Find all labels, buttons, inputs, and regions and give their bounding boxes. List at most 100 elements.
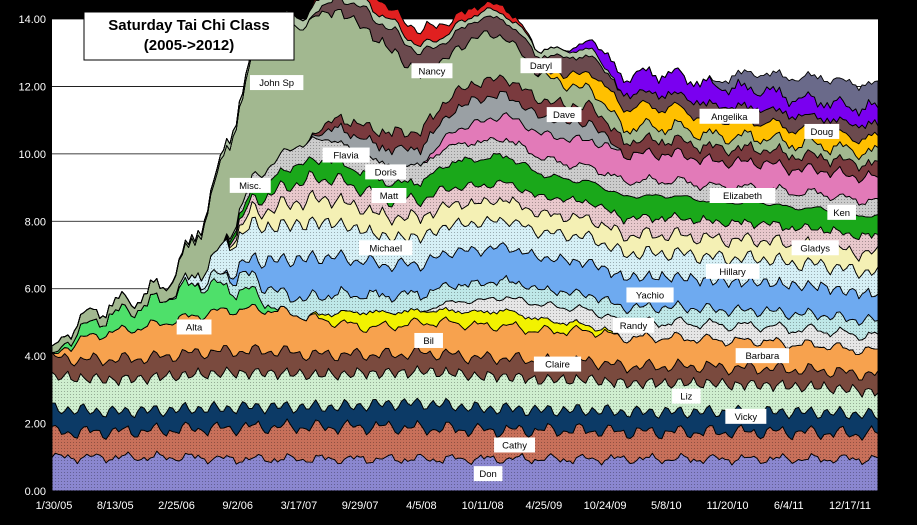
x-tick-label: 4/25/09 (525, 500, 562, 512)
label-text: Misc. (239, 181, 261, 192)
series-label: Michael (359, 240, 413, 256)
label-text: Liz (680, 392, 692, 403)
series-label: Vicky (725, 408, 767, 424)
series-label: Cathy (494, 437, 536, 453)
label-text: Ken (833, 208, 850, 219)
label-text: Alta (186, 322, 203, 333)
chart-title: Saturday Tai Chi Class (108, 17, 269, 34)
label-box (520, 58, 562, 74)
x-tick-label: 10/24/09 (584, 500, 627, 512)
series-label: Claire (533, 356, 582, 372)
label-box (735, 348, 790, 364)
y-tick-label: 0.00 (25, 486, 46, 498)
label-text: Randy (620, 321, 648, 332)
label-text: Doug (810, 127, 833, 138)
label-box (414, 332, 443, 348)
series-label: Elizabeth (709, 188, 776, 203)
label-text: Angelika (711, 112, 748, 123)
label-box (494, 437, 536, 453)
series-label: Barbara (735, 348, 790, 364)
x-tick-label: 10/11/08 (462, 500, 504, 512)
label-text: Barbara (745, 351, 780, 362)
series-label: Don (473, 466, 503, 482)
series-label: Matt (371, 188, 407, 203)
area-fill (51, 0, 879, 347)
x-tick-label: 8/13/05 (97, 500, 134, 512)
x-tick-label: 6/4/11 (774, 500, 804, 512)
label-box (411, 63, 453, 79)
y-tick-label: 2.00 (25, 419, 46, 431)
label-box (613, 317, 655, 333)
label-text: Matt (380, 191, 399, 202)
series-label: Liz (672, 388, 701, 404)
area-series-cathy (51, 418, 879, 466)
label-text: Elizabeth (723, 191, 762, 202)
label-box (709, 188, 776, 203)
series-label: Doris (365, 164, 407, 180)
label-text: Doris (375, 167, 397, 178)
series-areas (51, 0, 879, 492)
series-label: Randy (613, 317, 655, 333)
label-box (249, 75, 304, 91)
series-label: Yachio (626, 287, 674, 303)
series-label: Hillary (705, 263, 760, 279)
label-box (229, 177, 271, 193)
label-text: Bil (423, 336, 434, 347)
y-tick-label: 4.00 (25, 351, 46, 363)
label-text: Hillary (719, 267, 746, 278)
area-texture (52, 418, 878, 465)
label-text: Daryl (530, 61, 552, 72)
label-box (725, 408, 767, 424)
y-tick-label: 10.00 (18, 149, 46, 161)
area-texture (52, 216, 878, 353)
series-label: Nancy (411, 63, 453, 79)
x-axis-ticks: 1/30/05 8/13/05 2/25/06 9/2/06 3/17/07 9/29/0… (36, 500, 871, 512)
y-axis-ticks: 0.00 2.00 4.00 6.00 8.00 10.00 12.00 14.00 (18, 14, 46, 498)
y-tick-label: 6.00 (25, 284, 46, 296)
label-text: Yachio (636, 290, 664, 301)
series-label: Flavia (322, 147, 370, 163)
x-tick-label: 12/17/11 (829, 500, 871, 512)
x-tick-label: 3/17/07 (281, 500, 318, 512)
x-tick-label: 9/29/07 (342, 500, 379, 512)
area-fill (51, 0, 879, 347)
area-texture (52, 296, 878, 355)
label-box (705, 263, 760, 279)
series-label: Ken (827, 204, 856, 220)
x-tick-label: 9/2/06 (222, 500, 253, 512)
area-series-unlabeled (51, 0, 879, 347)
label-box (827, 204, 856, 220)
title-box: Saturday Tai Chi Class (2005->2012) (83, 11, 295, 61)
label-text: Flavia (333, 151, 359, 162)
series-label: Gladys (791, 240, 839, 256)
series-label: Dave (546, 107, 582, 123)
y-tick-label: 14.00 (18, 14, 46, 26)
x-tick-label: 5/8/10 (651, 500, 682, 512)
series-labels: Don Cathy Vicky Liz Claire Barbara Bil Randy Alt… (176, 58, 856, 482)
series-label: Angelika (699, 108, 760, 124)
x-tick-label: 11/20/10 (707, 500, 749, 512)
label-box (533, 356, 582, 372)
area-texture (52, 136, 878, 353)
label-box (626, 287, 674, 303)
label-box (672, 388, 701, 404)
label-text: Claire (545, 360, 570, 371)
x-tick-label: 1/30/05 (36, 500, 73, 512)
label-box (365, 164, 407, 180)
label-text: Don (479, 469, 496, 480)
y-tick-label: 12.00 (18, 81, 46, 93)
label-box (359, 240, 413, 256)
x-tick-label: 4/5/08 (406, 500, 437, 512)
label-text: Cathy (502, 440, 527, 451)
label-box (176, 319, 212, 335)
label-box (699, 108, 760, 124)
area-series-doug (51, 0, 879, 347)
label-text: John Sp (259, 78, 294, 89)
area-texture (52, 269, 878, 353)
label-text: Michael (369, 243, 402, 254)
chart-subtitle: (2005->2012) (144, 37, 234, 54)
label-box (791, 240, 839, 256)
series-label: Misc. (229, 177, 271, 193)
label-box (322, 147, 370, 163)
